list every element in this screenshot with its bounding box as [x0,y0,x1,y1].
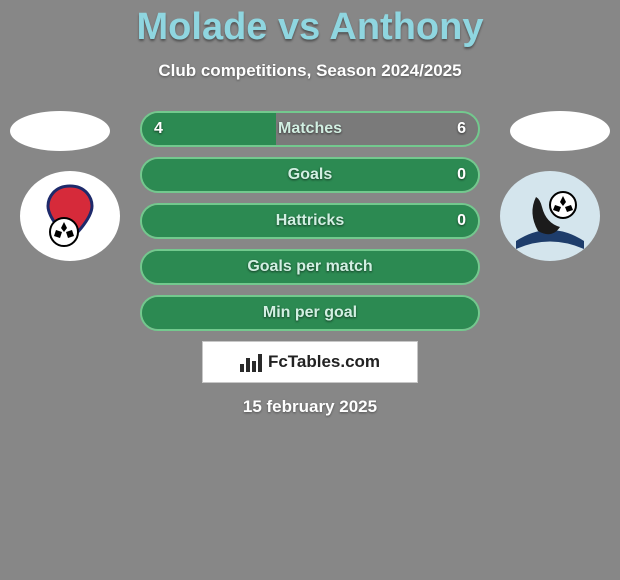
stat-row: 0Hattricks [140,203,480,239]
stat-label: Min per goal [142,297,478,329]
comparison-date: 15 february 2025 [0,397,620,417]
club-logo-left-icon [34,180,106,252]
stat-bars: 46Matches 0Goals 0Hattricks Goals per match… [140,111,480,331]
site-badge-text: FcTables.com [268,352,380,372]
stat-label: Hattricks [142,205,478,237]
comparison-panel: 46Matches 0Goals 0Hattricks Goals per match… [0,111,620,417]
stat-label: Goals per match [142,251,478,283]
player-avatar-left [10,111,110,151]
stat-label: Goals [142,159,478,191]
site-badge[interactable]: FcTables.com [202,341,418,383]
stat-row: Min per goal [140,295,480,331]
stat-label: Matches [142,113,478,145]
stat-row: Goals per match [140,249,480,285]
bar-chart-icon [240,352,262,372]
stat-row: 0Goals [140,157,480,193]
club-logo-right-icon [508,179,592,253]
page-title: Molade vs Anthony [0,0,620,49]
stat-row: 46Matches [140,111,480,147]
club-badge-left [20,171,120,261]
page-subtitle: Club competitions, Season 2024/2025 [0,61,620,81]
club-badge-right [500,171,600,261]
player-avatar-right [510,111,610,151]
